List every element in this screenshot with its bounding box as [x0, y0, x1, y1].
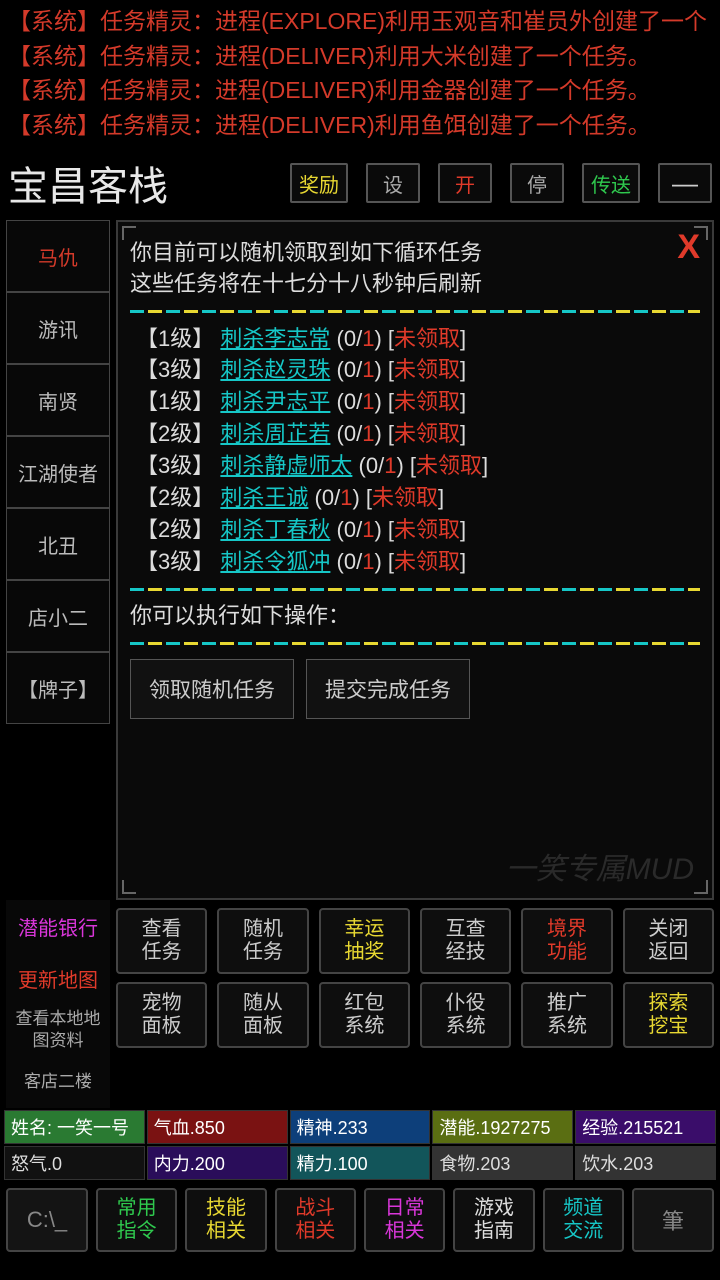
npc-item[interactable]: 游讯 — [6, 292, 110, 364]
task-item[interactable]: 【2级】 刺杀王诚 (0/1) [未领取] — [130, 482, 700, 514]
stat-cell: 姓名: 一笑一号 — [4, 1110, 145, 1144]
task-item[interactable]: 【3级】 刺杀令狐冲 (0/1) [未领取] — [130, 546, 700, 578]
divider — [130, 310, 700, 313]
close-icon[interactable]: X — [677, 228, 700, 267]
actions-intro: 你可以执行如下操作： — [130, 601, 700, 632]
watermark: 一笑专属MUD — [506, 844, 694, 888]
action-button[interactable]: 提交完成任务 — [306, 659, 470, 719]
syslog-line: 【系统】任务精灵：进程(DELIVER)利用鱼饵创建了一个任务。 — [8, 108, 712, 143]
bottom-button[interactable]: 游戏指南 — [453, 1188, 534, 1252]
npc-item[interactable]: 马仇 — [6, 220, 110, 292]
top-btn[interactable]: — — [658, 163, 712, 203]
divider — [130, 588, 700, 591]
action-buttons: 领取随机任务提交完成任务 — [130, 659, 700, 719]
panel-intro1: 你目前可以随机领取到如下循环任务 — [130, 238, 700, 269]
divider — [130, 642, 700, 645]
side-link[interactable]: 更新地图 — [6, 952, 110, 1004]
top-btn[interactable]: 开 — [438, 163, 492, 203]
grid-button[interactable]: 探索挖宝 — [623, 982, 714, 1048]
title-row: 宝昌客栈 奖励设开停传送 — — [0, 150, 720, 220]
npc-item[interactable]: 南贤 — [6, 364, 110, 436]
grid-button[interactable]: 仆役系统 — [420, 982, 511, 1048]
stat-cell: 饮水.203 — [575, 1146, 716, 1180]
stat-cell: 经验.215521 — [575, 1110, 716, 1144]
npc-item[interactable]: 江湖使者 — [6, 436, 110, 508]
sidebar-lower: 潜能银行更新地图查看本地地 图资料客店二楼 — [6, 900, 110, 1108]
side-link[interactable]: 查看本地地 图资料 — [6, 1004, 110, 1056]
syslog-line: 【系统】任务精灵：进程(EXPLORE)利用玉观音和崔员外创建了一个 — [8, 4, 712, 39]
system-log: 【系统】任务精灵：进程(EXPLORE)利用玉观音和崔员外创建了一个【系统】任务… — [0, 0, 720, 150]
grid-button[interactable]: 推广系统 — [521, 982, 612, 1048]
stat-cell: 气血.850 — [147, 1110, 288, 1144]
grid-button[interactable]: 随机任务 — [217, 908, 308, 974]
grid-button[interactable]: 关闭返回 — [623, 908, 714, 974]
grid-button[interactable]: 宠物面板 — [116, 982, 207, 1048]
task-item[interactable]: 【1级】 刺杀李志常 (0/1) [未领取] — [130, 323, 700, 355]
location-title: 宝昌客栈 — [8, 154, 168, 212]
top-btn[interactable]: 设 — [366, 163, 420, 203]
task-item[interactable]: 【3级】 刺杀赵灵珠 (0/1) [未领取] — [130, 354, 700, 386]
npc-item[interactable]: 北丑 — [6, 508, 110, 580]
npc-item[interactable]: 店小二 — [6, 580, 110, 652]
stat-cell: 怒气.0 — [4, 1146, 145, 1180]
task-list: 【1级】 刺杀李志常 (0/1) [未领取]【3级】 刺杀赵灵珠 (0/1) [… — [130, 323, 700, 578]
syslog-line: 【系统】任务精灵：进程(DELIVER)利用金器创建了一个任务。 — [8, 73, 712, 108]
grid-button[interactable]: 红包系统 — [319, 982, 410, 1048]
grid-button[interactable]: 互查经技 — [420, 908, 511, 974]
grid-button[interactable]: 随从面板 — [217, 982, 308, 1048]
action-grid-1: 查看任务随机任务幸运抽奖互查经技境界功能关闭返回 — [116, 900, 714, 982]
top-buttons: 奖励设开停传送 — — [290, 163, 712, 203]
bottom-button[interactable]: 频道交流 — [543, 1188, 624, 1252]
bottom-icon[interactable]: C:\_ — [6, 1188, 88, 1252]
bottom-button[interactable]: 常用指令 — [96, 1188, 177, 1252]
stat-cell: 精神.233 — [290, 1110, 431, 1144]
stat-cell: 潜能.1927275 — [432, 1110, 573, 1144]
top-btn[interactable]: 奖励 — [290, 163, 348, 203]
stat-cell: 内力.200 — [147, 1146, 288, 1180]
npc-sidebar: 马仇游讯南贤江湖使者北丑店小二【牌子】 — [6, 220, 110, 900]
task-item[interactable]: 【3级】 刺杀静虚师太 (0/1) [未领取] — [130, 450, 700, 482]
bottom-button[interactable]: 日常相关 — [364, 1188, 445, 1252]
stats-bar: 姓名: 一笑一号气血.850精神.233潜能.1927275经验.215521 怒… — [0, 1108, 720, 1182]
top-btn[interactable]: 传送 — [582, 163, 640, 203]
bottom-button[interactable]: 战斗相关 — [275, 1188, 356, 1252]
stat-cell: 精力.100 — [290, 1146, 431, 1180]
bottom-icon[interactable]: 筆 — [632, 1188, 714, 1252]
syslog-line: 【系统】任务精灵：进程(DELIVER)利用大米创建了一个任务。 — [8, 39, 712, 74]
action-button[interactable]: 领取随机任务 — [130, 659, 294, 719]
bottom-bar: C:\_常用指令技能相关战斗相关日常相关游戏指南频道交流筆 — [0, 1182, 720, 1258]
grid-button[interactable]: 查看任务 — [116, 908, 207, 974]
panel-intro2: 这些任务将在十七分十八秒钟后刷新 — [130, 269, 700, 300]
grid-button[interactable]: 幸运抽奖 — [319, 908, 410, 974]
task-item[interactable]: 【1级】 刺杀尹志平 (0/1) [未领取] — [130, 386, 700, 418]
side-link[interactable]: 潜能银行 — [6, 900, 110, 952]
stat-cell: 食物.203 — [432, 1146, 573, 1180]
task-panel: X 你目前可以随机领取到如下循环任务 这些任务将在十七分十八秒钟后刷新 【1级】… — [116, 220, 714, 900]
top-btn[interactable]: 停 — [510, 163, 564, 203]
npc-item[interactable]: 【牌子】 — [6, 652, 110, 724]
task-item[interactable]: 【2级】 刺杀周芷若 (0/1) [未领取] — [130, 418, 700, 450]
bottom-button[interactable]: 技能相关 — [185, 1188, 266, 1252]
grid-button[interactable]: 境界功能 — [521, 908, 612, 974]
task-item[interactable]: 【2级】 刺杀丁春秋 (0/1) [未领取] — [130, 514, 700, 546]
action-grid-2: 宠物面板随从面板红包系统仆役系统推广系统探索挖宝 — [116, 982, 714, 1054]
side-link[interactable]: 客店二楼 — [6, 1056, 110, 1108]
